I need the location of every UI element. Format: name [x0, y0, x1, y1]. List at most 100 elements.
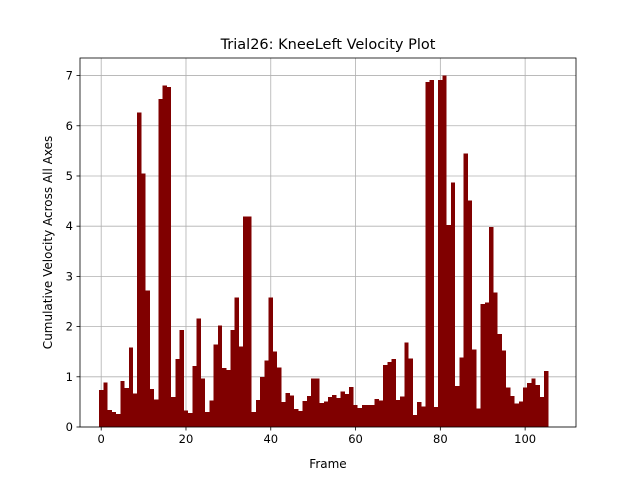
- bar: [349, 386, 354, 427]
- bar: [179, 330, 184, 427]
- y-tick-label: 3: [66, 269, 73, 283]
- bar: [361, 404, 367, 427]
- bar: [294, 408, 299, 427]
- bar: [192, 365, 197, 427]
- x-tick-label: 0: [98, 432, 105, 446]
- bar: [404, 342, 409, 427]
- bar: [438, 80, 443, 428]
- bar: [455, 385, 460, 427]
- bar: [128, 347, 133, 427]
- bar: [141, 173, 146, 427]
- bar: [353, 404, 358, 427]
- bar: [484, 302, 490, 427]
- x-axis-label: Frame: [309, 457, 346, 471]
- bar: [171, 396, 176, 427]
- bar: [226, 369, 231, 427]
- bar: [230, 330, 235, 427]
- bar: [467, 200, 473, 427]
- x-tick-label: 100: [514, 432, 536, 446]
- bar: [480, 304, 485, 427]
- bar: [489, 227, 494, 427]
- bar: [340, 391, 345, 427]
- bar: [429, 80, 434, 428]
- bar: [506, 387, 511, 427]
- bars-group: [99, 75, 549, 428]
- bar: [391, 359, 396, 427]
- y-tick-label: 5: [66, 169, 73, 183]
- bar: [408, 358, 413, 427]
- bar: [103, 382, 108, 427]
- bar: [268, 297, 273, 427]
- bar: [417, 401, 422, 427]
- bar: [116, 413, 121, 427]
- bar: [421, 406, 426, 427]
- bar: [383, 365, 388, 427]
- bar: [370, 404, 375, 427]
- bar: [514, 403, 519, 427]
- bar: [145, 290, 150, 427]
- bar: [200, 378, 206, 427]
- bar: [374, 398, 379, 427]
- bar: [137, 112, 142, 428]
- bar: [523, 387, 528, 427]
- x-tick-label: 20: [179, 432, 194, 446]
- bar: [281, 401, 286, 427]
- chart-title: Trial26: KneeLeft Velocity Plot: [220, 37, 436, 53]
- bar: [315, 378, 320, 427]
- bar: [306, 395, 312, 427]
- bar: [175, 359, 180, 427]
- tick-marks: 0 20 40 60 80 100 0 1 2 3 4 5 6 7: [66, 69, 536, 446]
- bar: [539, 396, 545, 427]
- bar: [323, 401, 328, 427]
- bar: [387, 362, 392, 427]
- bar: [472, 349, 477, 427]
- y-tick-label: 6: [66, 119, 73, 133]
- bar: [111, 411, 117, 427]
- bar: [336, 397, 341, 427]
- bar: [510, 395, 515, 427]
- bar: [205, 411, 210, 427]
- bar: [442, 75, 447, 428]
- bar: [311, 378, 316, 427]
- bar: [446, 225, 451, 427]
- y-tick-label: 7: [66, 69, 73, 83]
- bar: [344, 393, 350, 427]
- x-tick-label: 60: [348, 432, 363, 446]
- bar: [450, 182, 456, 427]
- bar: [433, 406, 439, 427]
- bar: [234, 297, 239, 427]
- bar: [328, 396, 333, 427]
- bar: [158, 99, 163, 427]
- bar: [260, 376, 265, 427]
- bar: [247, 216, 252, 427]
- bar: [217, 325, 223, 427]
- bar: [302, 400, 307, 427]
- bar: [162, 85, 167, 427]
- bar: [264, 360, 269, 427]
- bar: [535, 384, 540, 427]
- x-tick-label: 80: [433, 432, 448, 446]
- bar: [188, 412, 193, 427]
- y-tick-label: 2: [66, 320, 73, 334]
- bar: [357, 407, 362, 427]
- y-tick-label: 1: [66, 370, 73, 384]
- bar: [209, 400, 214, 427]
- x-tick-label: 40: [263, 432, 278, 446]
- bar: [238, 346, 244, 427]
- bar: [476, 408, 481, 427]
- bar: [277, 367, 282, 427]
- bar: [107, 409, 112, 427]
- bar: [319, 402, 324, 427]
- bar: [166, 87, 172, 427]
- bar: [251, 411, 256, 427]
- bar: [213, 344, 218, 427]
- bar: [412, 414, 418, 427]
- bar: [531, 378, 536, 427]
- bar: [222, 367, 227, 427]
- bar: [332, 394, 337, 427]
- bar: [285, 392, 290, 427]
- y-tick-label: 4: [66, 219, 73, 233]
- bar: [124, 387, 129, 427]
- bar: [243, 216, 248, 427]
